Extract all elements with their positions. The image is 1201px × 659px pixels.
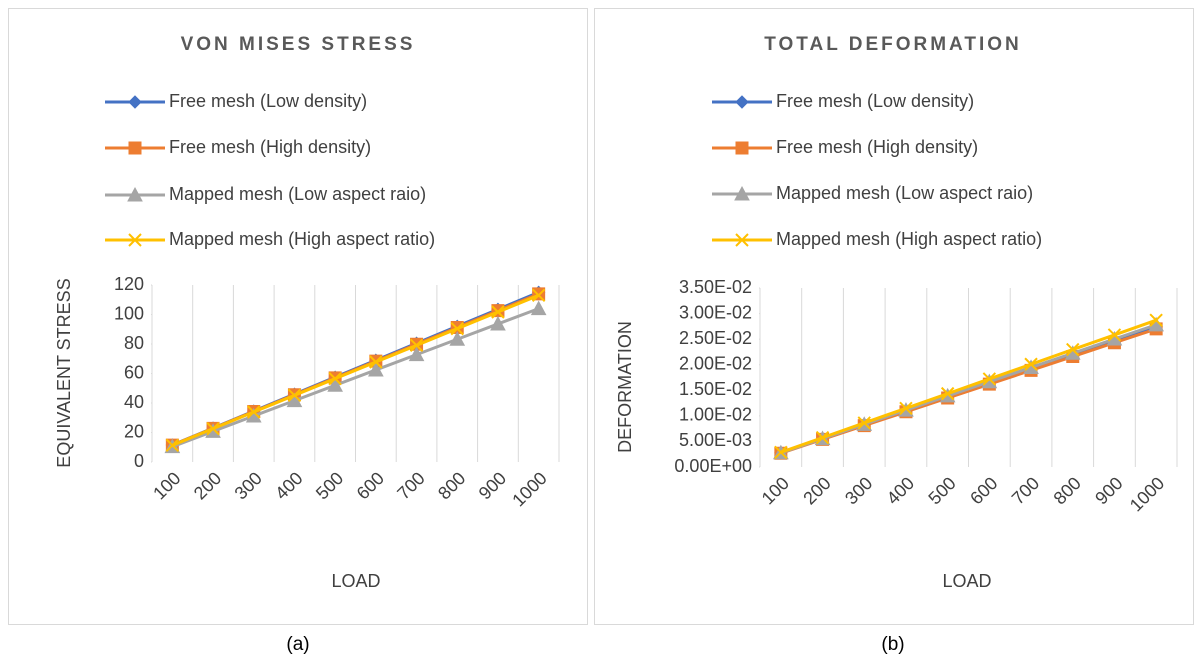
legend-marker: [735, 95, 749, 109]
caption: (b): [881, 634, 904, 655]
x-tick-label: 600: [966, 473, 1001, 508]
marker: [899, 401, 913, 415]
x-axis-label: LOAD: [331, 571, 380, 591]
marker: [1107, 328, 1122, 342]
marker: [247, 405, 261, 419]
y-axis-label: DEFORMATION: [615, 321, 635, 453]
legend-label: Free mesh (High density): [169, 137, 371, 157]
marker: [940, 386, 955, 401]
legend-marker: [127, 186, 143, 202]
series-line: [780, 318, 1157, 454]
y-tick-label: 2.00E-02: [679, 353, 752, 373]
marker: [490, 315, 506, 331]
x-tick-label: 100: [758, 473, 793, 508]
marker: [982, 372, 997, 386]
legend-label: Mapped mesh (Low aspect raio): [776, 183, 1033, 203]
chart-title: TOTAL DEFORMATION: [764, 34, 1022, 55]
x-tick-label: 700: [1008, 473, 1043, 508]
x-tick-label: 800: [1050, 473, 1085, 508]
marker: [531, 288, 546, 303]
marker: [327, 377, 343, 392]
legend-label: Free mesh (Low density): [169, 91, 367, 111]
y-tick-label: 0.00E+00: [674, 456, 752, 476]
y-tick-label: 1.50E-02: [679, 379, 752, 399]
marker: [409, 338, 424, 353]
legend-label: Free mesh (Low density): [776, 91, 974, 111]
marker: [491, 305, 505, 319]
legend-marker: [734, 185, 750, 201]
marker: [815, 430, 830, 445]
y-tick-label: 1.00E-02: [679, 405, 752, 425]
legend-label: Mapped mesh (High aspect ratio): [169, 229, 435, 249]
chart-title: VON MISES STRESS: [181, 34, 416, 55]
y-tick-label: 20: [124, 421, 144, 441]
x-tick-label: 200: [190, 468, 225, 503]
legend-marker: [128, 233, 142, 247]
marker: [328, 371, 342, 386]
marker: [369, 355, 383, 369]
x-tick-label: 900: [475, 468, 510, 503]
y-tick-label: 3.50E-02: [679, 277, 752, 297]
x-tick-label: 200: [799, 473, 834, 508]
y-tick-label: 80: [124, 333, 144, 353]
y-tick-label: 60: [124, 362, 144, 382]
legend-marker: [735, 233, 749, 247]
x-tick-label: 1000: [508, 468, 550, 510]
y-tick-label: 2.50E-02: [679, 328, 752, 348]
y-tick-label: 0: [134, 451, 144, 471]
marker: [449, 331, 466, 346]
legend-marker: [128, 141, 142, 155]
x-tick-label: 100: [149, 468, 184, 503]
x-tick-label: 300: [231, 468, 266, 503]
x-tick-label: 700: [393, 468, 428, 503]
legend-marker: [735, 141, 749, 155]
marker: [450, 321, 464, 336]
y-tick-label: 40: [124, 392, 144, 412]
x-tick-label: 900: [1091, 473, 1126, 508]
marker: [206, 421, 220, 436]
marker: [1066, 342, 1080, 357]
caption: (a): [286, 634, 309, 655]
marker: [1149, 313, 1163, 327]
x-tick-label: 1000: [1126, 473, 1168, 515]
marker: [287, 388, 302, 403]
y-tick-label: 5.00E-03: [679, 430, 752, 450]
marker: [857, 416, 871, 430]
x-tick-label: 400: [271, 468, 306, 503]
legend-label: Free mesh (High density): [776, 137, 978, 157]
panel-frame: [594, 8, 1194, 625]
marker: [368, 361, 384, 377]
y-tick-label: 3.00E-02: [679, 302, 752, 322]
series-line: [171, 307, 540, 449]
y-tick-label: 100: [114, 303, 144, 323]
legend-label: Mapped mesh (Low aspect raio): [169, 184, 426, 204]
y-axis-label: EQUIVALENT STRESS: [54, 278, 74, 467]
legend-label: Mapped mesh (High aspect ratio): [776, 229, 1042, 249]
x-tick-label: 800: [434, 468, 469, 503]
x-tick-label: 400: [883, 473, 918, 508]
legend-marker: [128, 95, 142, 109]
marker: [774, 445, 788, 460]
marker: [530, 300, 547, 316]
marker: [165, 438, 180, 453]
series-line: [171, 293, 540, 447]
x-axis-label: LOAD: [942, 571, 991, 591]
marker: [1024, 357, 1038, 371]
x-tick-label: 300: [841, 473, 876, 508]
y-tick-label: 120: [114, 274, 144, 294]
x-tick-label: 600: [353, 468, 388, 503]
x-tick-label: 500: [924, 473, 959, 508]
x-tick-label: 500: [312, 468, 347, 503]
marker: [408, 346, 425, 362]
panel-frame: [8, 8, 588, 625]
